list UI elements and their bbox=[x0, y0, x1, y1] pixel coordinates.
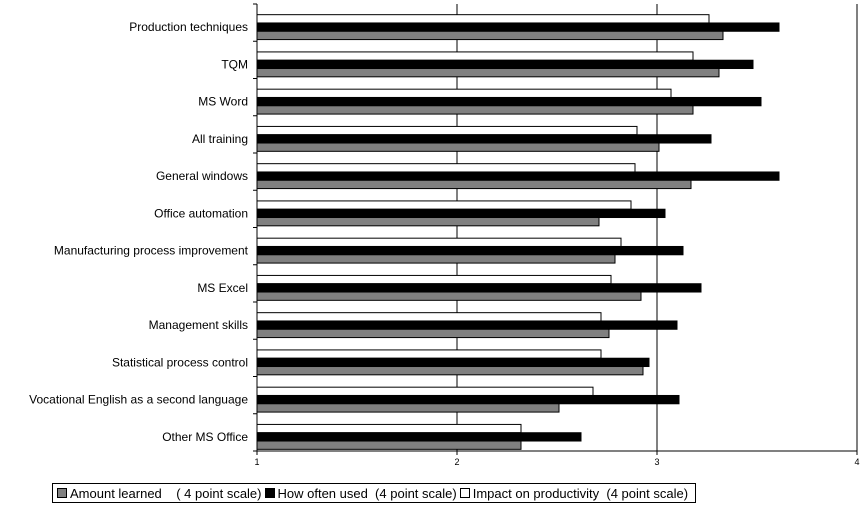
bar bbox=[256, 96, 762, 107]
x-tick-label: 4 bbox=[854, 457, 859, 467]
bar bbox=[256, 386, 594, 396]
legend-item: How often used (4 point scale) bbox=[264, 485, 457, 501]
bar bbox=[256, 105, 694, 115]
category-label: Vocational English as a second language bbox=[29, 393, 248, 407]
axes bbox=[253, 3, 858, 455]
bar bbox=[256, 254, 616, 264]
bar bbox=[256, 163, 636, 173]
bar bbox=[256, 14, 710, 24]
bar bbox=[256, 200, 632, 210]
bar bbox=[256, 366, 644, 376]
category-label: Production techniques bbox=[129, 20, 248, 34]
category-label: Management skills bbox=[149, 318, 248, 332]
bar bbox=[256, 171, 780, 181]
bar bbox=[256, 394, 680, 405]
bar bbox=[256, 423, 522, 434]
legend-swatch bbox=[57, 488, 67, 498]
bar bbox=[256, 283, 702, 293]
legend-label: Amount learned ( 4 point scale) bbox=[70, 485, 262, 501]
bar-marks bbox=[256, 14, 780, 450]
bar bbox=[256, 440, 522, 450]
category-label: General windows bbox=[156, 169, 248, 183]
legend-swatch bbox=[264, 488, 275, 498]
bar bbox=[256, 217, 600, 227]
bar bbox=[256, 432, 582, 442]
bar bbox=[256, 357, 650, 368]
category-label: MS Excel bbox=[197, 281, 248, 295]
bar bbox=[256, 328, 610, 339]
legend-item: Impact on productivity (4 point scale) bbox=[459, 485, 689, 501]
legend-swatch bbox=[459, 488, 470, 498]
bar bbox=[256, 274, 612, 285]
bar bbox=[256, 125, 638, 136]
bar bbox=[256, 291, 642, 301]
bar bbox=[256, 68, 720, 78]
x-tick-label: 1 bbox=[254, 457, 259, 467]
bar bbox=[256, 349, 602, 359]
bar bbox=[256, 320, 678, 330]
bar bbox=[256, 88, 672, 98]
legend-label: Impact on productivity (4 point scale) bbox=[472, 485, 689, 501]
category-label: TQM bbox=[221, 57, 248, 71]
x-tick-label: 3 bbox=[654, 457, 659, 467]
bar bbox=[256, 403, 560, 413]
x-tick-label: 2 bbox=[454, 457, 459, 467]
bar bbox=[256, 179, 692, 190]
category-label: Other MS Office bbox=[162, 430, 248, 444]
bar bbox=[256, 134, 712, 144]
bar bbox=[256, 59, 754, 70]
bar bbox=[256, 237, 622, 247]
grid-lines bbox=[456, 4, 858, 451]
bar bbox=[256, 51, 694, 61]
bar bbox=[256, 208, 666, 219]
bar-chart: Production techniques TQM MS Word All train… bbox=[29, 3, 860, 467]
bar bbox=[256, 22, 780, 32]
bar bbox=[256, 30, 724, 41]
bar bbox=[256, 312, 602, 322]
legend-label: How often used (4 point scale) bbox=[277, 485, 457, 501]
category-label: MS Word bbox=[198, 95, 248, 109]
category-label: Office automation bbox=[154, 206, 248, 220]
category-labels: Production techniques TQM MS Word All train… bbox=[29, 20, 249, 444]
category-label: Statistical process control bbox=[112, 355, 248, 369]
tick-labels: 1 2 3 4 bbox=[254, 457, 859, 467]
category-label: Manufacturing process improvement bbox=[54, 244, 249, 258]
chart-legend: Amount learned ( 4 point scale) How often… bbox=[52, 483, 697, 503]
bar bbox=[256, 142, 660, 152]
category-label: All training bbox=[192, 132, 248, 146]
legend-item: Amount learned ( 4 point scale) bbox=[57, 486, 262, 501]
bar bbox=[256, 245, 684, 256]
